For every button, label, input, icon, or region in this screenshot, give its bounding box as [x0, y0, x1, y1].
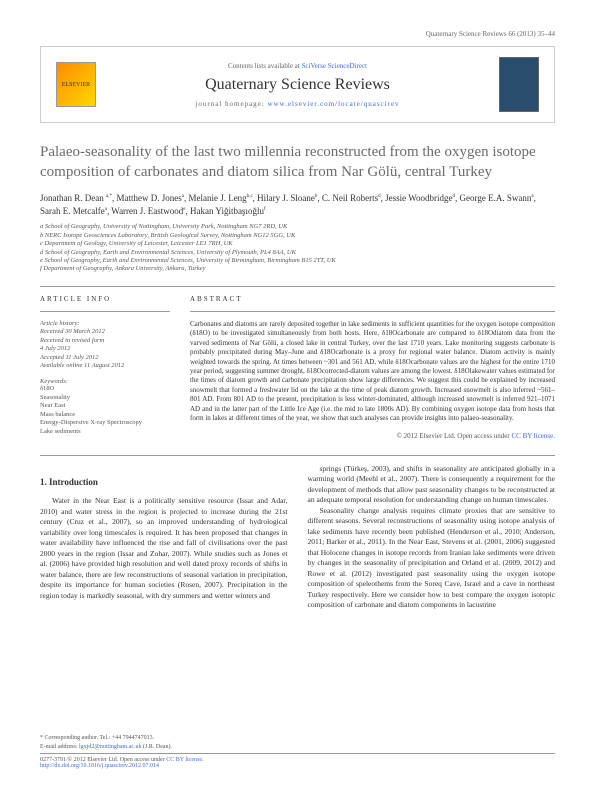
- abstract-column: ABSTRACT Carbonates and diatoms are rare…: [190, 295, 555, 440]
- divider-top: [40, 286, 555, 287]
- affiliation-item: a School of Geography, University of Not…: [40, 223, 555, 231]
- divider-bottom: [40, 455, 555, 456]
- contents-line: Contents lists available at SciVerse Sci…: [96, 62, 499, 70]
- abstract-text: Carbonates and diatoms are rarely deposi…: [190, 320, 555, 424]
- history-item: Received 30 March 2012: [40, 328, 170, 336]
- journal-center: Contents lists available at SciVerse Sci…: [96, 62, 499, 108]
- doi-link[interactable]: http://dx.doi.org/10.1016/j.quascirev.20…: [40, 763, 203, 769]
- keyword-item: Energy-Dispersive X-ray Spectroscopy: [40, 419, 170, 427]
- keyword-item: Near East: [40, 402, 170, 410]
- authors-list: Jonathan R. Dean a,*, Matthew D. Jonesa,…: [40, 192, 555, 217]
- history-item: Received in revised form: [40, 337, 170, 345]
- body-paragraph: Water in the Near East is a politically …: [40, 496, 288, 601]
- corresponding-author: * Corresponding author. Tel.: +44 794474…: [40, 735, 555, 741]
- section-1-heading: 1. Introduction: [40, 476, 288, 489]
- keyword-item: Mass balance: [40, 411, 170, 419]
- body-column-right: springs (Türkeş, 2003), and shifts in se…: [308, 464, 556, 611]
- cc-license-link[interactable]: CC BY license.: [512, 432, 556, 440]
- abstract-copyright: © 2012 Elsevier Ltd. Open access under C…: [190, 432, 555, 440]
- article-info-column: ARTICLE INFO Article history: Received 3…: [40, 295, 170, 440]
- journal-banner: ELSEVIER Contents lists available at Sci…: [40, 46, 555, 123]
- abstract-divider: [190, 311, 555, 312]
- body-columns: 1. Introduction Water in the Near East i…: [40, 464, 555, 611]
- elsevier-logo: ELSEVIER: [56, 62, 96, 107]
- copyright-text: © 2012 Elsevier Ltd.: [397, 432, 456, 440]
- email-name: (J.R. Dean).: [143, 744, 172, 750]
- affiliation-item: f Department of Geography, Ankara Univer…: [40, 265, 555, 273]
- contents-text: Contents lists available at: [228, 62, 300, 70]
- info-abstract-row: ARTICLE INFO Article history: Received 3…: [40, 295, 555, 440]
- history-item: Accepted 11 July 2012: [40, 354, 170, 362]
- footer-cc-link[interactable]: CC BY license.: [166, 757, 203, 763]
- abstract-label: ABSTRACT: [190, 295, 555, 303]
- footer-bottom: 0277-3791/© 2012 Elsevier Ltd. Open acce…: [40, 753, 555, 769]
- history-item: 4 July 2012: [40, 345, 170, 353]
- info-divider: [40, 311, 170, 312]
- homepage-url[interactable]: www.elsevier.com/locate/quascirev: [267, 100, 399, 108]
- history-label: Article history:: [40, 320, 170, 328]
- history-item: Available online 11 August 2012: [40, 362, 170, 370]
- keyword-item: δ18O: [40, 385, 170, 393]
- affiliation-item: e School of Geography, Earth and Environ…: [40, 257, 555, 265]
- article-title: Palaeo-seasonality of the last two mille…: [40, 143, 555, 182]
- journal-title: Quaternary Science Reviews: [96, 76, 499, 94]
- body-paragraph: Seasonality change analysis requires cli…: [308, 506, 556, 611]
- body-paragraph: springs (Türkeş, 2003), and shifts in se…: [308, 464, 556, 506]
- journal-cover-thumbnail: [499, 57, 539, 112]
- footer-left: 0277-3791/© 2012 Elsevier Ltd. Open acce…: [40, 757, 203, 769]
- email-link[interactable]: lgxjd2@nottingham.ac.uk: [79, 744, 142, 750]
- sciverse-link[interactable]: SciVerse ScienceDirect: [302, 62, 368, 70]
- homepage-label: journal homepage:: [195, 100, 264, 108]
- article-info-label: ARTICLE INFO: [40, 295, 170, 303]
- affiliation-item: c Department of Geology, University of L…: [40, 240, 555, 248]
- citation-header: Quaternary Science Reviews 66 (2013) 35–…: [40, 30, 555, 38]
- affiliation-item: b NERC Isotope Geosciences Laboratory, B…: [40, 232, 555, 240]
- affiliations-list: a School of Geography, University of Not…: [40, 223, 555, 274]
- body-column-left: 1. Introduction Water in the Near East i…: [40, 464, 288, 611]
- email-line: E-mail address: lgxjd2@nottingham.ac.uk …: [40, 744, 555, 750]
- open-access-text: Open access under: [457, 432, 509, 440]
- homepage-line: journal homepage: www.elsevier.com/locat…: [96, 100, 499, 108]
- keyword-item: Seasonality: [40, 394, 170, 402]
- keyword-item: Lake sediments: [40, 428, 170, 436]
- keywords-label: Keywords:: [40, 378, 170, 385]
- affiliation-item: d School of Geography, Earth and Environ…: [40, 249, 555, 257]
- email-label: E-mail address:: [40, 744, 78, 750]
- page-footer: * Corresponding author. Tel.: +44 794474…: [40, 735, 555, 769]
